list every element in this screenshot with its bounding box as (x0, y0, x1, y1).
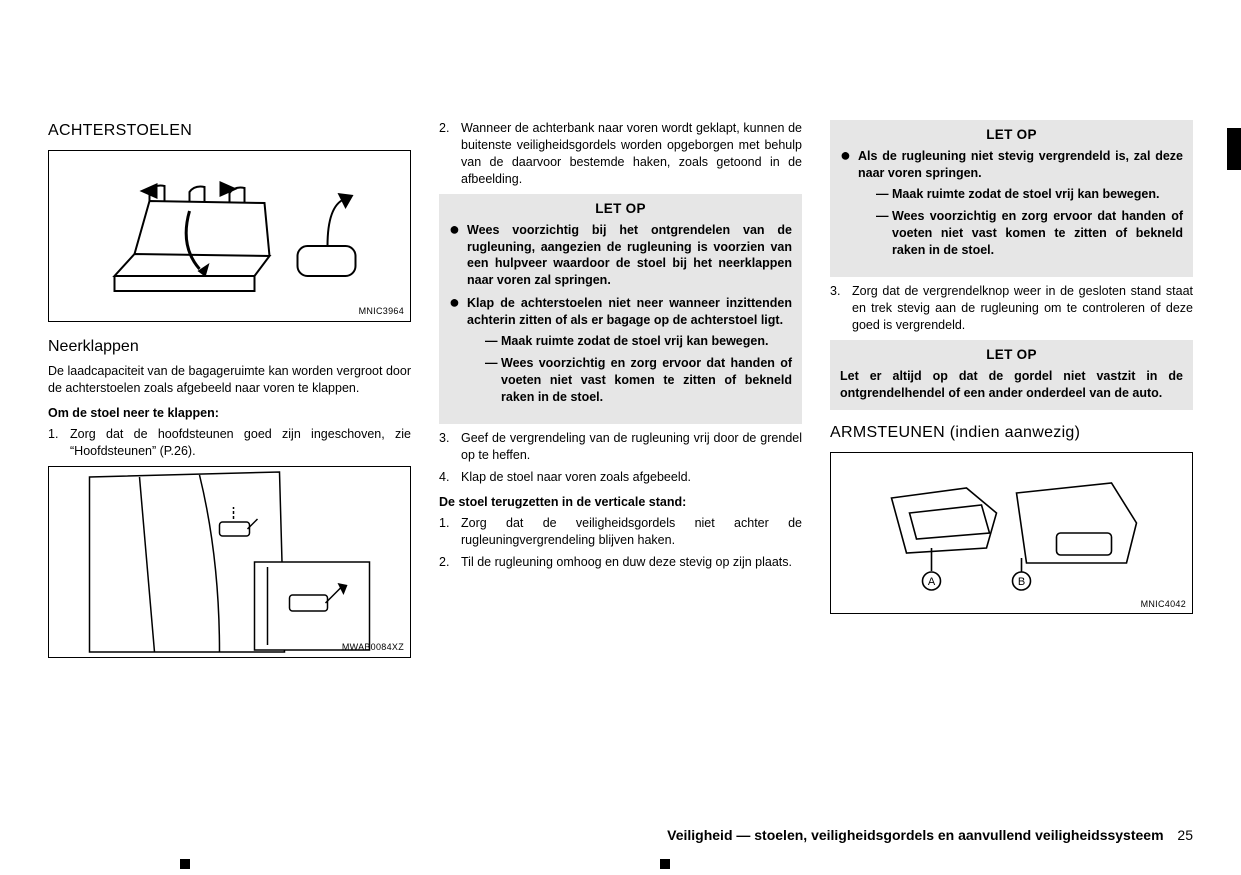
caution-text: Wees voorzichtig en zorg ervoor dat hand… (501, 355, 792, 406)
caution-bullet: ● Als de rugleuning niet stevig vergrend… (840, 148, 1183, 263)
caution-bullet: ● Klap de achterstoelen niet neer wannee… (449, 295, 792, 410)
caution-text: Maak ruimte zodat de stoel vrij kan bewe… (501, 333, 792, 350)
ordered-steps: 1.Zorg dat de hoofdsteunen goed zijn ing… (48, 426, 411, 460)
caution-text: Maak ruimte zodat de stoel vrij kan bewe… (892, 186, 1183, 203)
ordered-steps: 1.Zorg dat de veiligheidsgordels niet ac… (439, 515, 802, 571)
caution-dash-item: —Maak ruimte zodat de stoel vrij kan bew… (876, 186, 1183, 203)
crop-mark (660, 859, 670, 869)
list-text: Zorg dat de veiligheidsgordels niet acht… (461, 515, 802, 549)
column-3: LET OP ● Als de rugleuning niet stevig v… (830, 120, 1193, 666)
list-item: 3.Zorg dat de vergrendelknop weer in de … (830, 283, 1193, 334)
caution-text: Als de rugleuning niet stevig vergrendel… (858, 149, 1183, 180)
subsection-neerklappen: Neerklappen (48, 336, 411, 358)
list-text: Zorg dat de vergrendelknop weer in de ge… (852, 283, 1193, 334)
list-text: Wanneer de achterbank naar voren wordt g… (461, 120, 802, 188)
caution-text: Wees voorzichtig bij het ontgrendelen va… (467, 222, 792, 290)
list-item: 3.Geef de vergrendeling van de rugleunin… (439, 430, 802, 464)
svg-text:B: B (1018, 576, 1025, 588)
svg-text:A: A (928, 576, 936, 588)
page-footer: Veiligheid — stoelen, veiligheidsgordels… (667, 826, 1193, 845)
column-2: 2.Wanneer de achterbank naar voren wordt… (439, 120, 802, 666)
caution-dash-item: —Wees voorzichtig en zorg ervoor dat han… (485, 355, 792, 406)
section-title-achterstoelen: ACHTERSTOELEN (48, 120, 411, 142)
figure-content (49, 151, 410, 321)
chapter-name: Veiligheid — stoelen, veiligheidsgordels… (667, 827, 1163, 843)
figure-latch-lever: MWAB0084XZ (48, 466, 411, 658)
section-title-armsteunen: ARMSTEUNEN (indien aanwezig) (830, 422, 1193, 444)
ordered-steps: 2.Wanneer de achterbank naar voren wordt… (439, 120, 802, 188)
page-columns: ACHTERSTOELEN (48, 120, 1193, 666)
caution-dash-item: —Maak ruimte zodat de stoel vrij kan bew… (485, 333, 792, 350)
list-item: 2.Til de rugleuning omhoog en duw deze s… (439, 554, 802, 571)
ordered-steps: 3.Geef de vergrendeling van de rugleunin… (439, 430, 802, 486)
figure-rear-seat-fold: MNIC3964 (48, 150, 411, 322)
list-text: Zorg dat de hoofdsteunen goed zijn inges… (70, 426, 411, 460)
list-item: 4.Klap de stoel naar voren zoals afgebee… (439, 469, 802, 486)
caution-text: Let er altijd op dat de gordel niet vast… (840, 368, 1183, 402)
list-item: 1.Zorg dat de hoofdsteunen goed zijn ing… (48, 426, 411, 460)
list-text: Klap de stoel naar voren zoals afgebeeld… (461, 469, 802, 486)
bold-instruction: De stoel terugzetten in de verticale sta… (439, 494, 802, 511)
caution-title: LET OP (840, 346, 1183, 364)
figure-content: A B (831, 453, 1192, 613)
caution-text: Klap de achterstoelen niet neer wanneer … (467, 296, 792, 327)
column-1: ACHTERSTOELEN (48, 120, 411, 666)
page-number: 25 (1177, 827, 1193, 843)
caution-box-2: LET OP ● Als de rugleuning niet stevig v… (830, 120, 1193, 277)
figure-armrest: A B MNIC4042 (830, 452, 1193, 614)
list-item: 1.Zorg dat de veiligheidsgordels niet ac… (439, 515, 802, 549)
caution-text: Wees voorzichtig en zorg ervoor dat hand… (892, 208, 1183, 259)
figure-label: MNIC4042 (1141, 598, 1186, 610)
caution-box-1: LET OP ●Wees voorzichtig bij het ontgren… (439, 194, 802, 425)
paragraph: De laadcapaciteit van de bagageruimte ka… (48, 363, 411, 397)
chapter-tab (1227, 128, 1241, 170)
caution-box-3: LET OP Let er altijd op dat de gordel ni… (830, 340, 1193, 410)
figure-content (49, 467, 410, 657)
figure-label: MWAB0084XZ (342, 641, 404, 653)
list-text: Geef de vergrendeling van de rugleuning … (461, 430, 802, 464)
list-text: Til de rugleuning omhoog en duw deze ste… (461, 554, 802, 571)
figure-label: MNIC3964 (359, 305, 404, 317)
caution-title: LET OP (449, 200, 792, 218)
list-item: 2.Wanneer de achterbank naar voren wordt… (439, 120, 802, 188)
crop-mark (180, 859, 190, 869)
caution-dash-item: —Wees voorzichtig en zorg ervoor dat han… (876, 208, 1183, 259)
caution-bullet: ●Wees voorzichtig bij het ontgrendelen v… (449, 222, 792, 290)
ordered-steps: 3.Zorg dat de vergrendelknop weer in de … (830, 283, 1193, 334)
caution-title: LET OP (840, 126, 1183, 144)
bold-instruction: Om de stoel neer te klappen: (48, 405, 411, 422)
